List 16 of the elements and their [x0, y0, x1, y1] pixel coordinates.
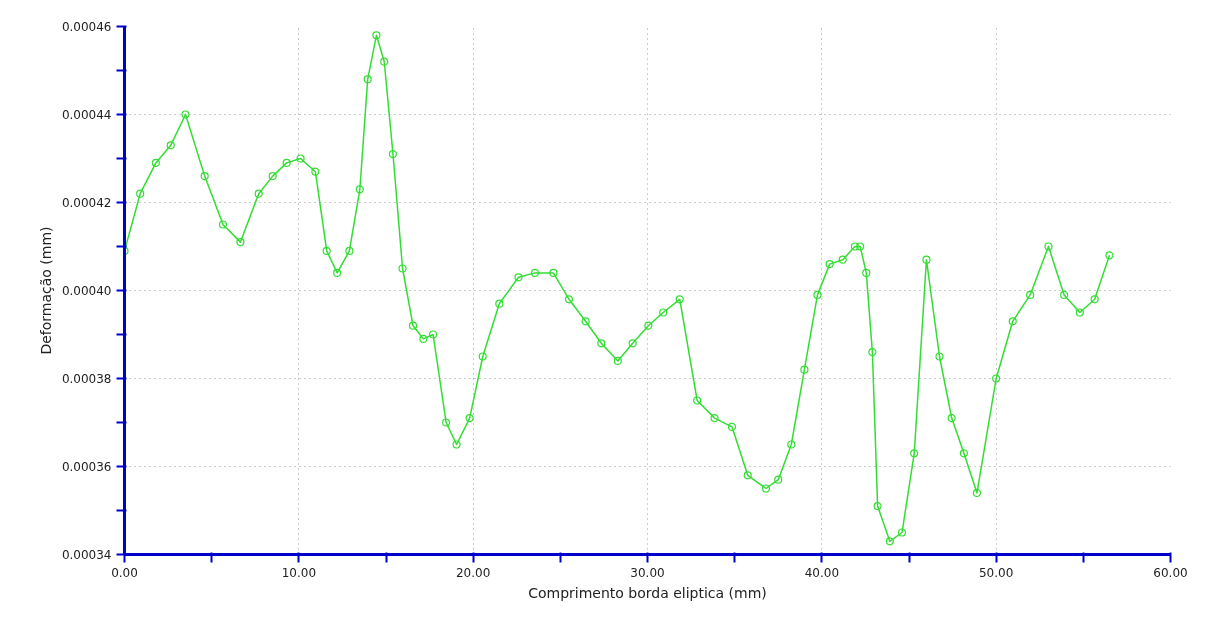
- x-tick-label: 50.00: [978, 565, 1014, 580]
- y-tick-label: 0.00040: [61, 284, 112, 298]
- y-tick-label: 0.00044: [61, 108, 112, 122]
- x-tick-label: 20.00: [455, 565, 491, 580]
- y-axis-title: Deformação (mm): [37, 226, 54, 355]
- y-tick-label: 0.00038: [61, 372, 112, 386]
- x-tick-label: 10.00: [281, 565, 317, 580]
- x-axis-title: Comprimento borda eliptica (mm): [528, 584, 767, 601]
- y-tick-label: 0.00042: [61, 196, 112, 210]
- y-tick-label: 0.00034: [61, 548, 112, 562]
- x-tick-label: 40.00: [804, 565, 840, 580]
- x-tick-label: 0.00: [111, 565, 138, 580]
- y-tick-label: 0.00046: [61, 20, 112, 34]
- x-tick-label: 30.00: [630, 565, 665, 580]
- y-tick-label: 0.00036: [61, 460, 112, 474]
- x-tick-label: 60.00: [1153, 565, 1188, 580]
